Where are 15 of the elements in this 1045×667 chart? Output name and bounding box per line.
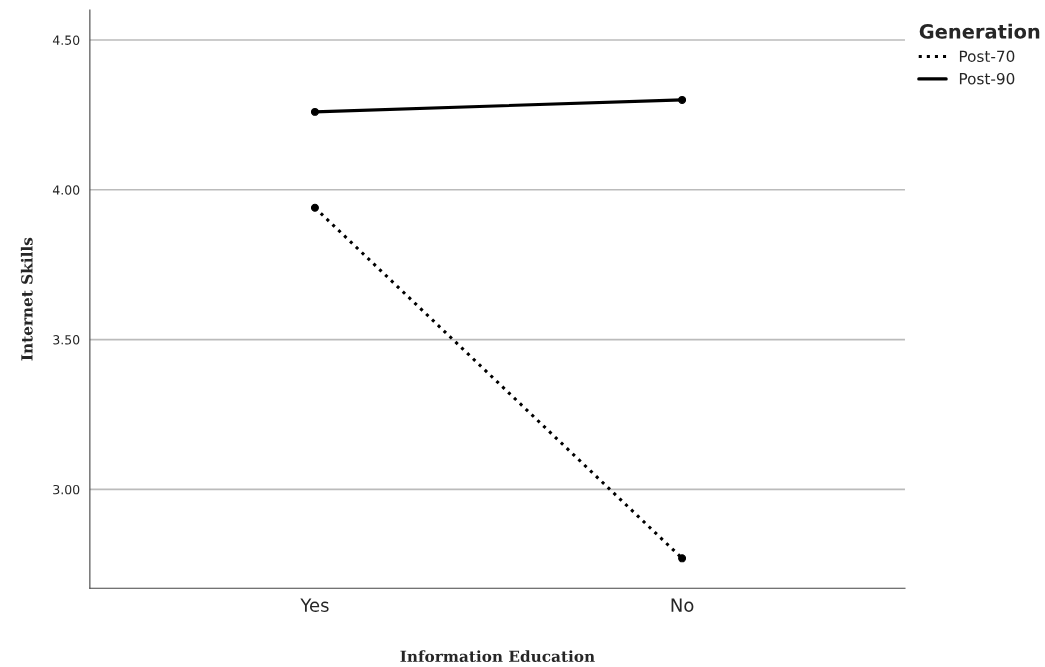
y-tick-label: 3.50	[53, 335, 80, 345]
point	[310, 203, 319, 212]
point	[678, 95, 687, 104]
y-tick-label: 3.00	[53, 484, 80, 495]
y-axis-title: Internet Skills	[20, 237, 33, 361]
y-tick-label: 4.50	[52, 35, 80, 45]
x-axis-title: Information Education	[400, 650, 595, 663]
x-tick-label: No	[671, 598, 694, 612]
legend-label: Post-70	[959, 50, 1015, 63]
x-tick-label: Yes	[300, 598, 329, 612]
legend-label: Post-90	[959, 72, 1015, 85]
point	[310, 107, 319, 116]
y-tick-label: 4.00	[52, 185, 80, 195]
point	[678, 554, 687, 563]
legend-title: Generation	[919, 23, 1040, 39]
